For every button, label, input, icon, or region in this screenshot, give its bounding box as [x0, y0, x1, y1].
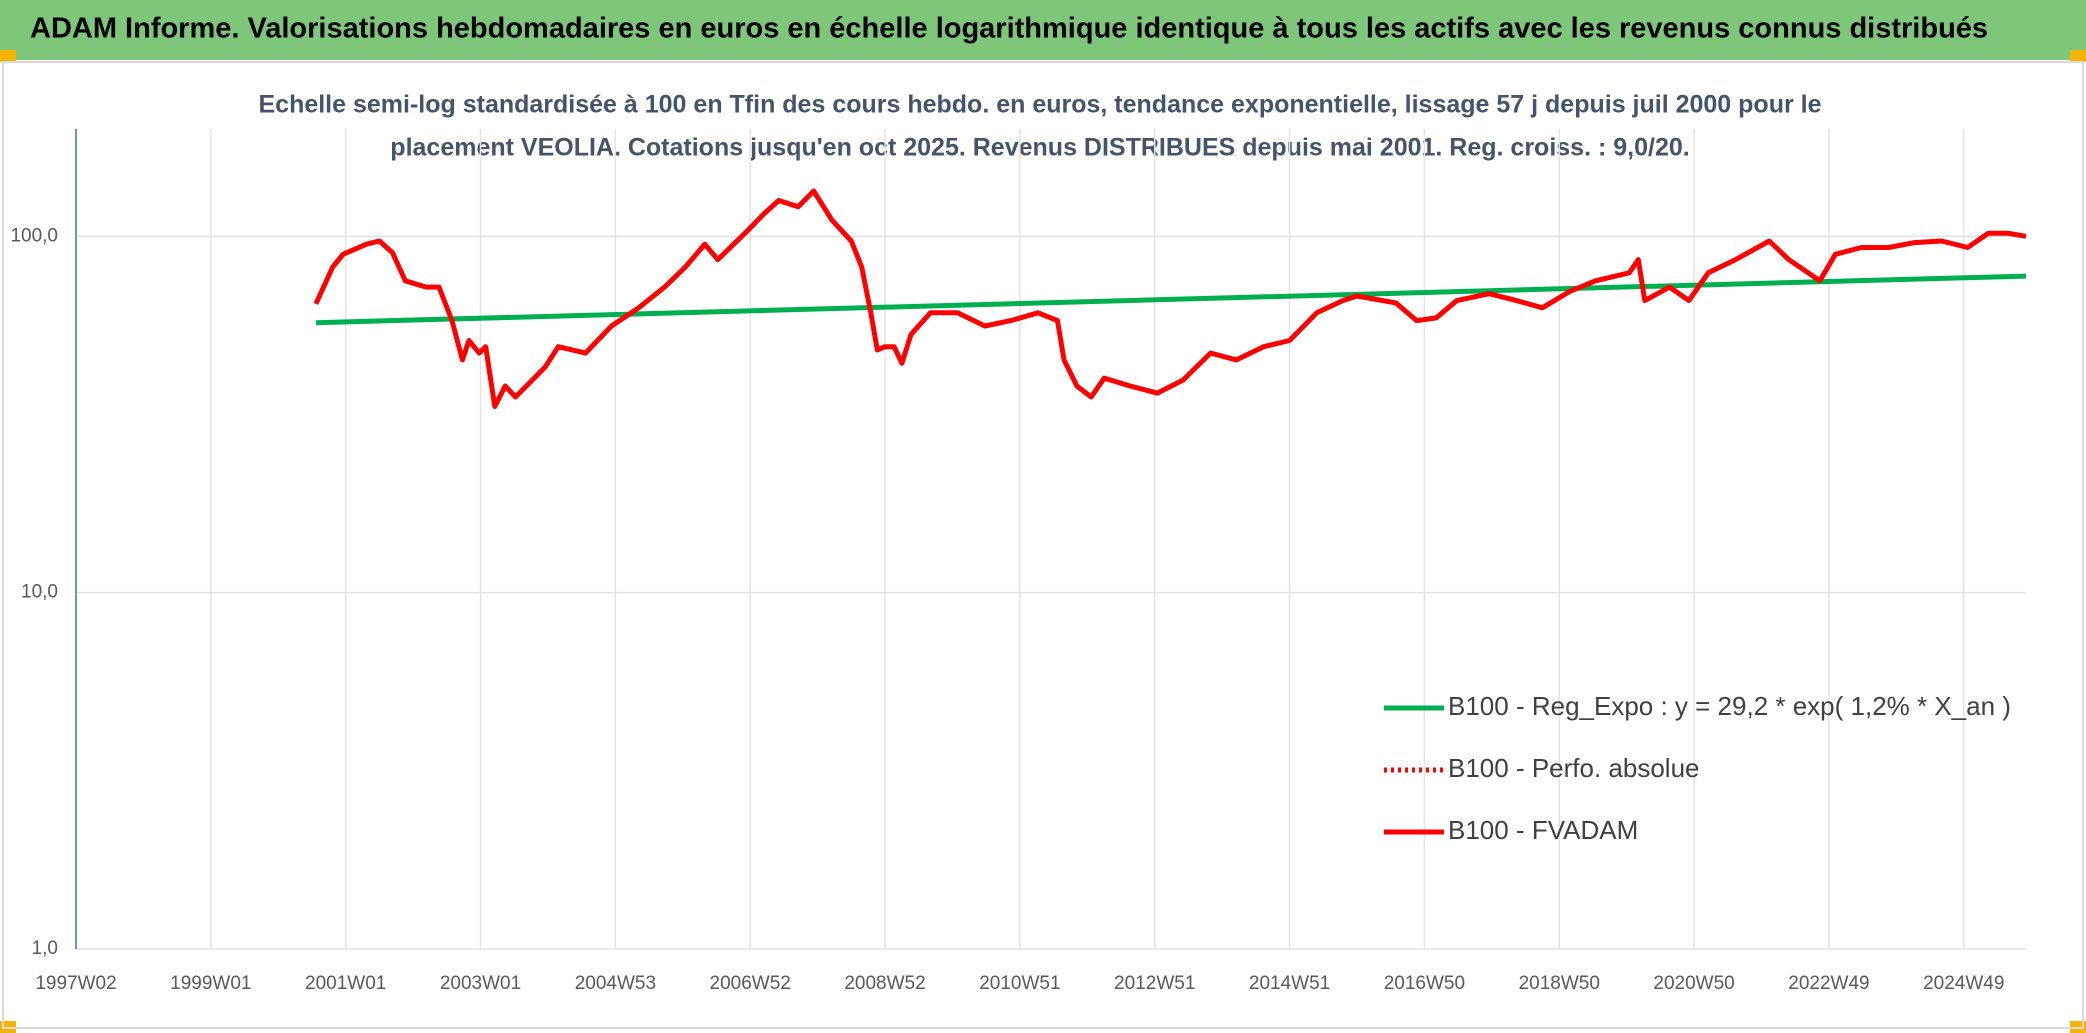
x-tick-label: 2004W53	[575, 973, 656, 994]
y-tick-label: 1,0	[32, 938, 58, 959]
y-tick-label: 100,0	[10, 225, 58, 246]
legend-label: B100 - FVADAM	[1448, 815, 1638, 845]
series-line	[315, 273, 2027, 326]
x-tick-label: 2008W52	[844, 973, 925, 994]
legend-label: B100 - Perfo. absolue	[1448, 753, 1700, 783]
legend-label: B100 - Reg_Expo : y = 29,2 * exp( 1,2% *…	[1448, 691, 2011, 721]
x-tick-label: 2022W49	[1788, 973, 1869, 994]
chart-subtitle: placement VEOLIA. Cotations jusqu'en oct…	[390, 134, 1689, 162]
x-tick-label: 1997W02	[35, 973, 116, 994]
x-tick-label: 2020W50	[1653, 973, 1734, 994]
x-tick-label: 2016W50	[1384, 973, 1465, 994]
chart-subtitle: Echelle semi-log standardisée à 100 en T…	[258, 91, 1821, 119]
x-tick-label: 2012W51	[1114, 973, 1195, 994]
x-tick-label: 2006W52	[710, 973, 791, 994]
x-tick-label: 2024W49	[1923, 973, 2004, 994]
title-bar	[0, 0, 2086, 60]
series-line	[313, 188, 2027, 409]
x-tick-label: 1999W01	[170, 973, 251, 994]
chart-title: ADAM Informe. Valorisations hebdomadaire…	[30, 13, 1988, 45]
x-tick-label: 2018W50	[1519, 973, 1600, 994]
frame	[2, 61, 2084, 1029]
corner	[0, 50, 16, 62]
x-tick-label: 2001W01	[305, 973, 386, 994]
x-tick-label: 2014W51	[1249, 973, 1330, 994]
y-tick-label: 10,0	[21, 582, 58, 603]
corner	[2070, 50, 2086, 62]
x-tick-label: 2003W01	[440, 973, 521, 994]
x-tick-label: 2010W51	[979, 973, 1060, 994]
